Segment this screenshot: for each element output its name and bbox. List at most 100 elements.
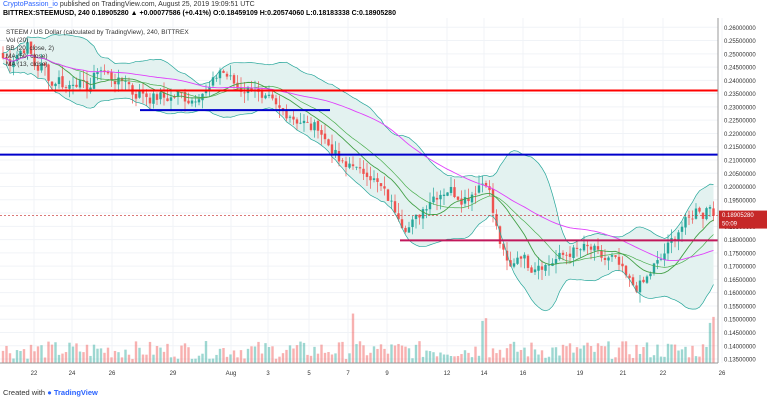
candle-body [96,71,99,75]
trend-lines[interactable] [0,89,718,242]
x-tick-label: 16 [520,371,527,377]
time-axis[interactable]: 22 24 26 29 Aug 3 5 7 9 12 14 16 19 21 22 26 [0,362,726,377]
volume-bar [435,356,439,363]
candle-body [22,50,26,53]
candle-body [341,160,344,162]
volume-bar [596,343,600,363]
candle-body [708,207,712,209]
candle-body [327,139,330,146]
volume-bar [75,343,78,363]
y-tick-label: 0.25000000 [724,52,756,58]
candle-body [456,196,460,200]
volume-bar [488,357,491,363]
candle-body [113,81,117,85]
volume-bar [229,354,232,363]
candle-body [309,123,313,130]
bb-upper-line [2,34,714,245]
volume-bar [166,343,169,363]
price-chart[interactable]: 0.26000000 0.25500000 0.25000000 0.24500000… [0,18,768,388]
y-tick-label: 0.24500000 [724,66,756,72]
bar-countdown: 50:09 [722,222,738,228]
bollinger-band-fill [3,34,714,311]
candle-body [596,246,600,250]
volume-bars [1,313,715,363]
volume-bar [460,354,463,363]
candle-body [449,186,453,193]
tradingview-brand[interactable]: TradingView [53,388,98,397]
candle-body [362,168,365,174]
candle-body [698,207,701,212]
candle-body [211,77,215,86]
volume-bar [551,347,554,363]
volume-bar [103,352,106,363]
candle-body [313,122,316,131]
author-link[interactable]: CryptoPassion_io [3,1,58,8]
bb-lower-line [2,63,714,312]
vol-legend[interactable]: Vol (20) [6,37,29,44]
price-axis[interactable]: 0.26000000 0.25500000 0.25000000 0.24500000… [717,18,756,364]
candle-body [397,213,400,220]
volume-bar [376,348,379,363]
volume-bar [197,355,201,363]
publish-text: published on TradingView.com, August 25,… [57,1,255,8]
candle-body [663,253,666,261]
candle-body [470,194,474,203]
candle-body [218,70,222,79]
volume-bar [47,341,50,363]
bb-legend[interactable]: BB (20, close, 2) [6,45,55,52]
ma13-legend[interactable]: MA (13, close) [6,61,48,68]
volume-bar [236,357,239,363]
candle-body [568,253,572,257]
x-tick-label: 12 [444,371,451,377]
candle-body [666,242,670,254]
candle-body [267,94,271,96]
volume-bar [36,346,40,363]
volume-bar [610,358,614,363]
candle-body [292,116,295,120]
x-tick-label: 24 [69,371,76,377]
candle-body [50,81,54,86]
volume-bar [8,353,12,363]
candle-body [19,50,22,56]
ma50-legend[interactable]: MA (50, close) [6,53,48,60]
candle-body [491,189,495,213]
volume-bar [708,322,712,363]
volume-bar [561,344,565,363]
candle-body [561,252,565,255]
volume-bar [526,356,530,363]
x-tick-label: 3 [266,371,270,377]
volume-bar [540,350,544,363]
x-tick-label: Aug [226,371,237,377]
y-tick-label: 0.18000000 [724,238,756,244]
candle-body [442,194,446,196]
volume-bar [285,349,288,363]
candle-body [533,269,537,273]
volume-bar [474,346,477,363]
candle-body [635,285,638,292]
candle-body [428,202,432,210]
candle-body [379,183,383,187]
volume-bar [106,347,110,363]
volume-bar [12,358,15,363]
candle-body [614,255,617,257]
candle-body [187,100,190,104]
tradingview-logo-icon: ● [47,388,52,397]
volume-bar [169,357,173,363]
volume-bar [267,347,271,363]
volume-bar [92,344,96,363]
volume-bar [271,346,274,363]
candle-body [54,83,57,87]
y-tick-label: 0.24000000 [724,79,756,85]
y-tick-label: 0.23500000 [724,92,756,98]
candle-body [705,208,708,220]
volume-bar [82,352,85,363]
candle-body [316,121,320,131]
candle-body [40,63,43,71]
volume-bar [222,348,225,363]
volume-bar [593,351,596,363]
volume-bar [302,342,306,363]
candle-body [414,214,418,220]
candle-body [418,214,421,218]
chart-title-overlay: STEEM / US Dollar (calculated by Trading… [6,29,189,36]
candle-body [68,84,71,89]
